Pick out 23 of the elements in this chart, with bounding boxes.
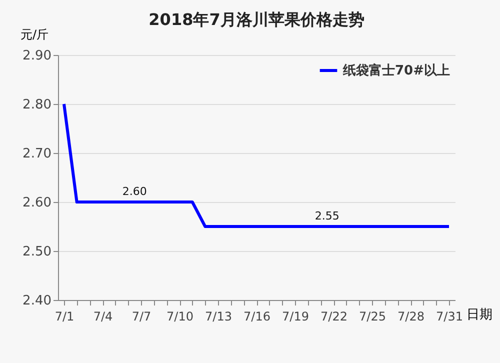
y-tick-label: 2.70 <box>22 146 52 162</box>
y-tick-label: 2.60 <box>22 196 52 210</box>
y-tick-label: 2.50 <box>22 244 52 260</box>
legend-label: 纸袋富士70#以上 <box>342 62 450 78</box>
x-tick-label: 7/13 <box>205 310 232 324</box>
y-axis-title: 元/斤 <box>20 28 49 42</box>
x-tick-label: 7/31 <box>436 310 463 324</box>
x-tick-label: 7/22 <box>320 310 348 324</box>
x-tick-label: 7/4 <box>93 310 113 324</box>
y-tick-label: 2.40 <box>22 294 52 308</box>
x-tick-label: 7/25 <box>359 310 386 324</box>
y-tick-label: 2.80 <box>22 98 52 112</box>
x-tick-label: 7/7 <box>132 310 152 324</box>
y-tick-label: 2.90 <box>22 48 52 64</box>
annotation: 2.60 <box>122 185 147 198</box>
x-tick-label: 7/19 <box>282 310 309 324</box>
x-axis-title: 日期 <box>466 308 492 322</box>
chart-title: 2018年7月洛川苹果价格走势 <box>148 10 364 29</box>
annotation: 2.55 <box>314 210 340 222</box>
x-tick-label: 7/10 <box>166 310 194 324</box>
x-tick-label: 7/28 <box>398 310 424 324</box>
x-tick-label: 7/1 <box>54 310 74 324</box>
x-tick-label: 7/16 <box>244 310 270 324</box>
